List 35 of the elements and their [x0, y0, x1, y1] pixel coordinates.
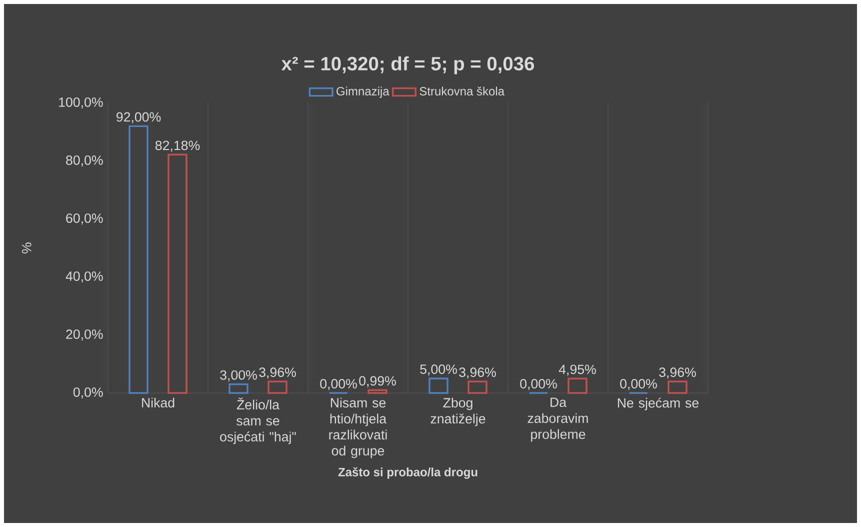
y-tick-label: 40,0%	[66, 271, 103, 283]
data-label: 0,00%	[520, 379, 557, 390]
bar	[368, 389, 388, 394]
y-tick-label: 0,0%	[73, 387, 103, 399]
data-label: 0,00%	[320, 379, 357, 390]
data-label: 82,18%	[155, 140, 200, 152]
data-label: 0,00%	[620, 379, 657, 390]
data-label: 0,99%	[359, 376, 396, 388]
bar	[168, 154, 188, 394]
y-axis-title: %	[22, 242, 32, 254]
chart-title: x² = 10,320; df = 5; p = 0,036	[281, 56, 534, 74]
legend-label: Gimnazija	[336, 86, 390, 98]
data-label: 3,96%	[259, 368, 296, 379]
data-label: 3,00%	[220, 370, 257, 382]
y-tick-label: 20,0%	[66, 329, 103, 341]
x-tick-label: Ne sjećam se	[618, 398, 699, 410]
x-tick-label: Nisam se htio/htjela razlikovati od grupe	[329, 398, 387, 458]
x-tick-label: Želio/la sam se osjećati "haj"	[220, 398, 296, 444]
data-label: 3,96%	[459, 368, 496, 379]
data-label: 3,96%	[659, 368, 696, 379]
x-tick-label: Zbog znatiželje	[430, 398, 486, 426]
bar	[468, 380, 488, 394]
bar	[268, 380, 288, 394]
y-tick-label: 60,0%	[66, 213, 103, 225]
y-tick-label: 100,0%	[59, 97, 103, 109]
data-label: 92,00%	[116, 112, 161, 124]
y-tick-label: 80,0%	[66, 155, 103, 167]
x-axis-title: Zašto si probao/la drogu	[338, 467, 478, 479]
data-label: 4,95%	[558, 364, 596, 376]
bar	[668, 380, 688, 394]
data-label: 5,00%	[420, 364, 457, 376]
legend-label: Strukovna škola	[420, 86, 505, 96]
x-tick-label: Nikad	[142, 398, 174, 408]
x-tick-label: Da zaboravim probleme	[528, 398, 588, 442]
bar	[568, 378, 588, 394]
